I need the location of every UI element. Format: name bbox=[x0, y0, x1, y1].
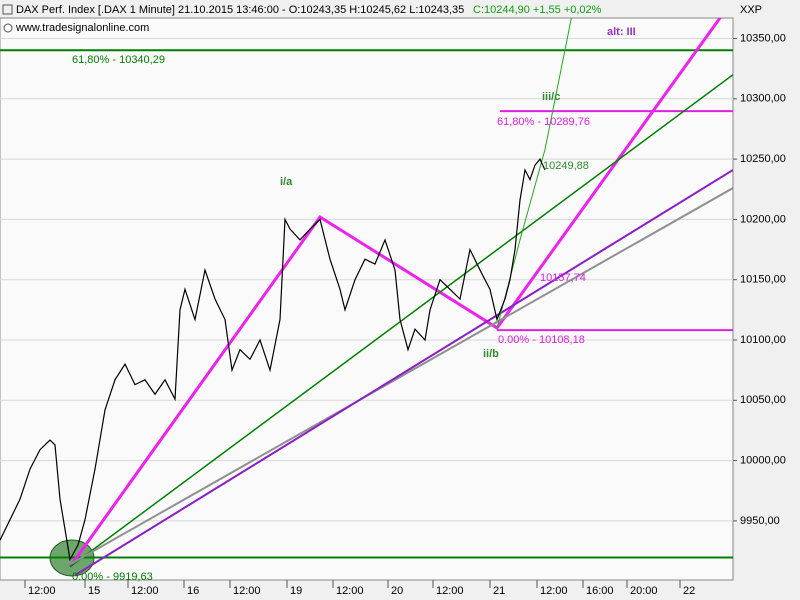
icon bbox=[3, 23, 13, 33]
x-tick-label: 12:00 bbox=[336, 585, 364, 597]
level-label: 0.00% - 9919,63 bbox=[72, 571, 153, 583]
x-tick-label: 19 bbox=[290, 585, 302, 597]
y-tick-label: 10050,00 bbox=[740, 394, 786, 406]
x-tick-label: 12:00 bbox=[540, 585, 568, 597]
y-tick-label: 10150,00 bbox=[740, 274, 786, 286]
x-tick-label: 22 bbox=[683, 585, 695, 597]
header-change: C:10244,90 +1,55 +0,02% bbox=[473, 4, 602, 16]
y-tick-label: 10000,00 bbox=[740, 455, 786, 467]
trend-line bbox=[74, 169, 733, 577]
y-tick-label: 10250,00 bbox=[740, 153, 786, 165]
header: DAX Perf. Index [.DAX 1 Minute] 21.10.20… bbox=[16, 4, 464, 16]
annotation: 10157,74 bbox=[540, 272, 586, 284]
level-label: 0.00% - 10108,18 bbox=[498, 334, 585, 346]
x-tick-label: 20:00 bbox=[630, 585, 658, 597]
y-tick-label: 10300,00 bbox=[740, 93, 786, 105]
x-tick-label: 12:00 bbox=[436, 585, 464, 597]
y-tick-label: 9950,00 bbox=[740, 515, 780, 527]
icon bbox=[2, 4, 13, 15]
y-tick-label: 10100,00 bbox=[740, 334, 786, 346]
annotation: 10249,88 bbox=[543, 160, 589, 172]
x-tick-label: 12:00 bbox=[131, 585, 159, 597]
annotation: i/a bbox=[280, 176, 293, 188]
x-tick-label: 21 bbox=[493, 585, 505, 597]
price-line bbox=[0, 157, 546, 562]
trend-line bbox=[68, 18, 722, 568]
plot bbox=[0, 18, 733, 577]
source: www.tradesignalonline.com bbox=[15, 22, 149, 34]
x-tick-label: 12:00 bbox=[233, 585, 261, 597]
y-tick-label: 10350,00 bbox=[740, 32, 786, 44]
annotation: ii/b bbox=[483, 348, 499, 360]
annotation: iii/c bbox=[542, 91, 560, 103]
trend-line bbox=[69, 74, 733, 568]
trend-line bbox=[69, 187, 733, 566]
x-tick-label: 20 bbox=[391, 585, 403, 597]
level-label: 61,80% - 10289,76 bbox=[497, 116, 590, 128]
annotation: alt: III bbox=[607, 26, 636, 38]
y-tick-label: 10200,00 bbox=[740, 213, 786, 225]
x-tick-label: 16:00 bbox=[586, 585, 614, 597]
symbol: XXP bbox=[740, 4, 762, 16]
x-tick-label: 12:00 bbox=[28, 585, 56, 597]
x-tick-label: 16 bbox=[187, 585, 199, 597]
level-label: 61,80% - 10340,29 bbox=[72, 54, 165, 66]
plot-area bbox=[0, 17, 734, 581]
x-tick-label: 15 bbox=[88, 585, 100, 597]
